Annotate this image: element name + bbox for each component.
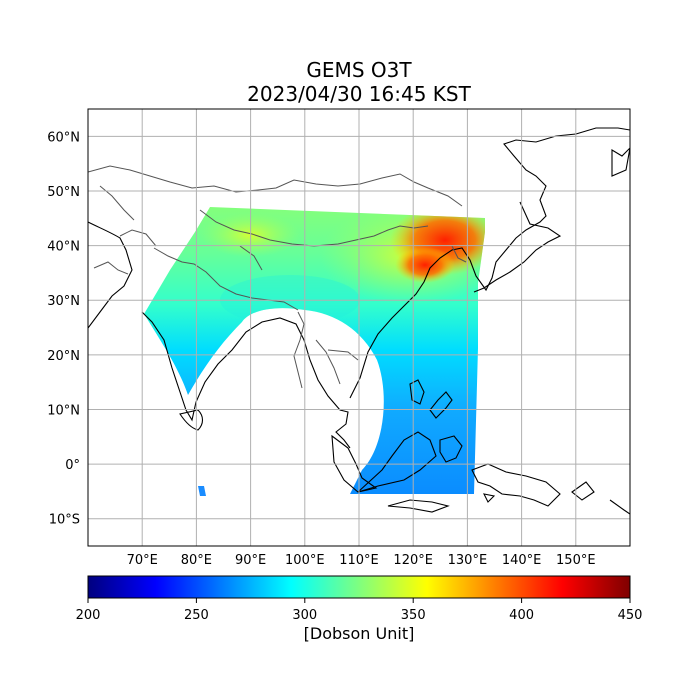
- colorbar-tick-label: 350: [401, 608, 426, 623]
- longitude-label: 150°E: [556, 553, 596, 568]
- longitude-label: 80°E: [181, 553, 212, 568]
- latitude-label: 60°N: [47, 130, 80, 145]
- map-frame: [87, 108, 631, 547]
- latitude-label: 10°N: [47, 403, 80, 418]
- colorbar-ticks: 200 250 300 350 400 450: [76, 598, 643, 623]
- longitude-label: 120°E: [393, 553, 433, 568]
- longitude-label: 70°E: [127, 553, 158, 568]
- longitude-label: 110°E: [339, 553, 379, 568]
- colorbar-tick-label: 450: [618, 608, 643, 623]
- longitude-label: 140°E: [502, 553, 542, 568]
- colorbar-gradient: [87, 575, 631, 599]
- map-title: GEMS O3T: [306, 58, 412, 82]
- colorbar: 200 250 300 350 400 450 [Dobson Unit]: [76, 575, 643, 643]
- colorbar-tick-label: 300: [292, 608, 317, 623]
- longitude-labels: 70°E 80°E 90°E 100°E 110°E 120°E 130°E 140°E 150…: [127, 553, 596, 568]
- longitude-label: 130°E: [448, 553, 488, 568]
- latitude-label: 20°N: [47, 349, 80, 364]
- latitude-labels: 60°N 50°N 40°N 30°N 20°N 10°N 0° 10°S: [47, 130, 80, 527]
- colorbar-tick-label: 250: [184, 608, 209, 623]
- colorbar-label: [Dobson Unit]: [304, 624, 415, 643]
- colorbar-tick-label: 400: [509, 608, 534, 623]
- coastlines: [88, 127, 630, 515]
- latitude-label: 10°S: [49, 513, 80, 528]
- map-subtitle-datetime: 2023/04/30 16:45 KST: [247, 82, 471, 106]
- latitude-label: 40°N: [47, 240, 80, 255]
- graticule: [88, 109, 630, 546]
- latitude-label: 0°: [65, 458, 80, 473]
- longitude-label: 100°E: [285, 553, 325, 568]
- longitude-label: 90°E: [235, 553, 266, 568]
- latitude-label: 50°N: [47, 185, 80, 200]
- colorbar-tick-label: 200: [76, 608, 101, 623]
- latitude-label: 30°N: [47, 294, 80, 309]
